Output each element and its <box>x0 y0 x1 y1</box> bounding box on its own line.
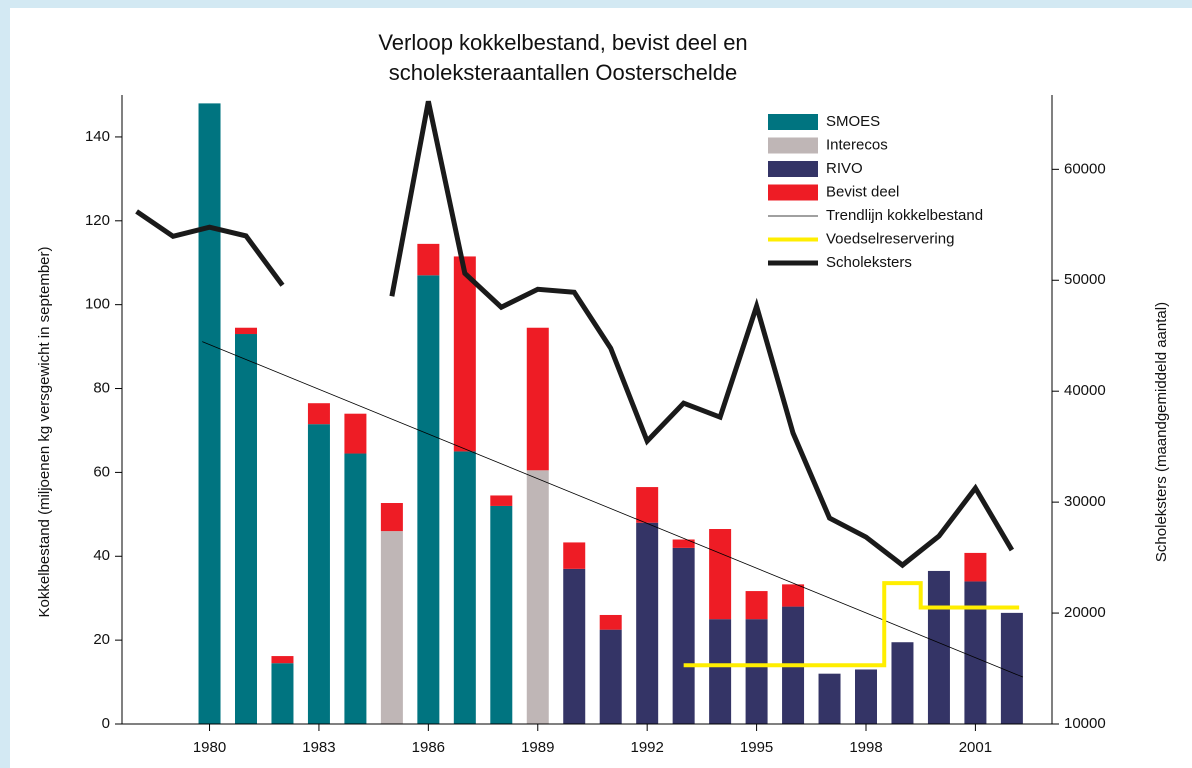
bar <box>672 547 695 724</box>
y2-tick-label: 30000 <box>1064 493 1106 510</box>
y-tick-label: 140 <box>85 128 110 145</box>
x-tick-label: 1983 <box>302 739 335 756</box>
y2-tick-label: 60000 <box>1064 160 1106 177</box>
x-tick-label: 1992 <box>630 739 663 756</box>
bar <box>599 614 622 630</box>
y-tick-label: 0 <box>102 715 110 732</box>
y-tick-label: 100 <box>85 296 110 313</box>
bar <box>964 552 987 582</box>
bar <box>198 103 221 725</box>
bar <box>235 327 257 335</box>
bar <box>380 503 403 532</box>
chart-title: scholeksteraantallen Oosterschelde <box>389 60 738 85</box>
bar <box>490 495 513 506</box>
bar <box>636 522 659 724</box>
bar <box>563 568 586 724</box>
bar <box>563 542 586 569</box>
bar <box>672 539 695 548</box>
y-axis-label: Kokkelbestand (miljoenen kg versgewicht … <box>36 246 53 617</box>
bar <box>709 529 732 620</box>
x-tick-label: 1995 <box>740 739 773 756</box>
bar <box>745 619 768 724</box>
bar <box>636 487 659 523</box>
legend-label: Scholeksters <box>826 254 912 271</box>
bar <box>964 581 987 724</box>
bar <box>417 243 440 276</box>
legend-swatch <box>768 161 818 177</box>
bar <box>709 619 732 724</box>
bar <box>235 334 257 724</box>
y2-axis-label: Scholeksters (maandgemiddeld aantal) <box>1153 302 1170 562</box>
bar <box>380 531 403 724</box>
y2-tick-label: 20000 <box>1064 604 1106 621</box>
bar <box>1000 612 1023 724</box>
y2-tick-label: 50000 <box>1064 271 1106 288</box>
bar <box>307 403 330 425</box>
x-tick-label: 2001 <box>959 739 992 756</box>
x-tick-label: 1986 <box>412 739 445 756</box>
x-tick-label: 1989 <box>521 739 554 756</box>
y-tick-label: 60 <box>93 463 110 480</box>
legend-swatch <box>768 114 818 130</box>
chart-title: Verloop kokkelbestand, bevist deel en <box>378 30 747 55</box>
legend-swatch <box>768 137 818 154</box>
bar <box>307 424 330 724</box>
y2-tick-label: 10000 <box>1064 715 1106 732</box>
bar <box>526 327 549 471</box>
bar <box>453 256 476 452</box>
legend-label: Bevist deel <box>826 183 899 200</box>
bar <box>417 275 440 724</box>
x-tick-label: 1980 <box>193 739 226 756</box>
bar <box>891 642 914 724</box>
legend-label: RIVO <box>826 160 863 177</box>
bar <box>271 656 294 664</box>
line <box>683 581 1020 668</box>
line <box>135 100 1015 569</box>
bar <box>745 591 768 620</box>
legend-label: Trendlijn kokkelbestand <box>826 207 983 224</box>
bar <box>782 584 805 607</box>
bar <box>818 673 841 724</box>
bar <box>344 453 367 724</box>
bar <box>599 629 622 724</box>
bar <box>927 570 950 724</box>
y-tick-label: 40 <box>93 547 110 564</box>
legend-label: SMOES <box>826 113 880 130</box>
bar <box>490 505 513 724</box>
y-tick-label: 80 <box>93 380 110 397</box>
bar <box>526 470 549 724</box>
y-tick-label: 20 <box>93 631 110 648</box>
legend-label: Voedselreservering <box>826 230 954 247</box>
bar <box>453 451 476 724</box>
legend-label: Interecos <box>826 136 888 153</box>
y2-tick-label: 40000 <box>1064 382 1106 399</box>
legend-swatch <box>768 184 818 201</box>
bar <box>344 413 367 454</box>
bar <box>271 663 294 724</box>
bar <box>855 669 877 724</box>
x-tick-label: 1998 <box>849 739 882 756</box>
y-tick-label: 120 <box>85 212 110 229</box>
